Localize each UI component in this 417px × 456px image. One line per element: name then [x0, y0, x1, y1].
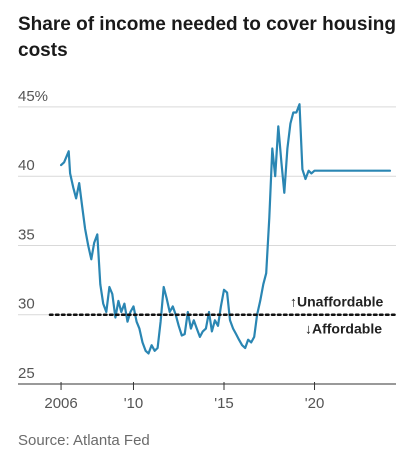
affordable-label: ↓Affordable: [305, 321, 382, 337]
x-tick-label: '10: [124, 395, 144, 412]
y-axis-ticks: 45% 40 35 30 25: [18, 88, 48, 382]
y-tick-label: 40: [18, 157, 35, 174]
x-tick-label: '15: [214, 395, 234, 412]
y-tick-label: 25: [18, 365, 35, 382]
x-axis-ticks: 2006 '10 '15 '20: [18, 382, 396, 412]
gridlines: [18, 106, 396, 385]
x-tick-label: '20: [305, 395, 325, 412]
x-tick-label: 2006: [44, 395, 77, 412]
unaffordable-label: ↑Unaffordable: [290, 294, 384, 310]
y-tick-label: 45%: [18, 88, 48, 105]
y-tick-label: 30: [18, 296, 35, 313]
source-note: Source: Atlanta Fed: [18, 432, 150, 449]
series-line: [59, 103, 392, 355]
threshold-line: ↑Unaffordable ↓Affordable: [48, 294, 398, 337]
series-lines: [59, 103, 392, 355]
y-tick-label: 35: [18, 226, 35, 243]
chart-title: Share of income needed to cover housing …: [18, 14, 396, 61]
